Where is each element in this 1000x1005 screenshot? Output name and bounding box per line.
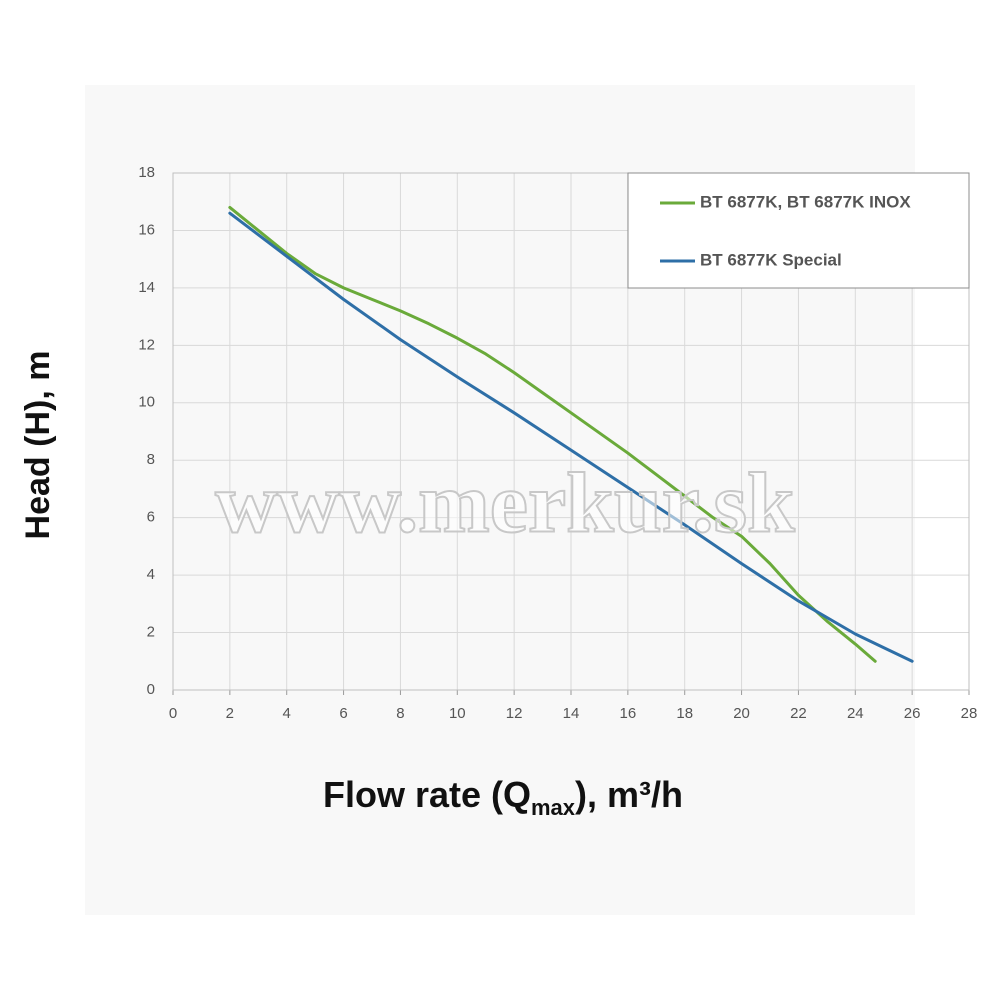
lines [228,205,914,663]
series-line [228,205,877,663]
x-tick-label: 14 [563,705,580,722]
legend-box [627,172,970,289]
x-tick-label: 18 [676,705,693,722]
y-tick-label: 6 [147,509,155,526]
y-tick-label: 16 [138,221,155,238]
x-tick-label: 12 [506,705,523,722]
x-tick-label: 24 [847,705,864,722]
legend-label: BT 6877K, BT 6877K INOX [700,192,911,211]
y-tick-label: 18 [138,164,155,181]
y-tick-label: 4 [147,566,155,583]
x-tick-label: 0 [169,705,177,722]
y-axis-label: Head (H), m [19,351,57,540]
x-tick-label: 16 [620,705,637,722]
series-line [228,211,914,663]
y-tick-label: 12 [138,336,155,353]
x-tick-label: 26 [904,705,921,722]
x-label-end: ), m³/h [575,774,683,815]
y-tick-label: 8 [147,451,155,468]
x-tick-label: 2 [226,705,234,722]
y-tick-label: 0 [147,681,155,698]
x-tick-label: 20 [733,705,750,722]
y-tick-label: 2 [147,624,155,641]
plot-frame [172,172,970,691]
x-axis-label: Flow rate (Qmax), m³/h [323,774,683,820]
watermark: www.merkur.sk [215,455,795,551]
x-tick-label: 8 [396,705,404,722]
x-tick-label: 6 [339,705,347,722]
x-tick-label: 22 [790,705,807,722]
x-tick-label: 4 [283,705,291,722]
x-label-main: Flow rate (Q [323,774,531,815]
x-label-subscript: max [531,795,576,820]
y-tick-label: 14 [138,279,155,296]
x-tick-label: 28 [961,705,978,722]
legend-label: BT 6877K Special [700,250,842,269]
y-tick-label: 10 [138,394,155,411]
legend: BT 6877K, BT 6877K INOX BT 6877K Special [660,192,911,269]
x-tick-label: 10 [449,705,466,722]
